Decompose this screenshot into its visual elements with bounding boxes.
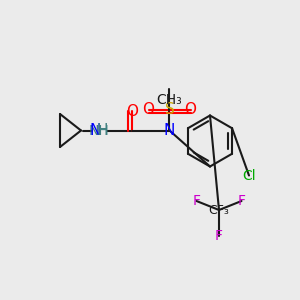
Text: CH₃: CH₃ (157, 93, 182, 107)
Text: Cl: Cl (242, 169, 256, 182)
Text: F: F (215, 229, 223, 242)
Text: N: N (90, 123, 101, 138)
Text: O: O (126, 103, 138, 118)
Text: O: O (142, 102, 154, 117)
Text: CF₃: CF₃ (208, 203, 230, 217)
Text: NH: NH (88, 124, 110, 137)
Text: S: S (165, 102, 174, 117)
Text: F: F (238, 194, 245, 208)
Text: F: F (193, 194, 200, 208)
Text: N: N (164, 123, 175, 138)
Text: H: H (97, 123, 108, 138)
Text: O: O (184, 102, 196, 117)
